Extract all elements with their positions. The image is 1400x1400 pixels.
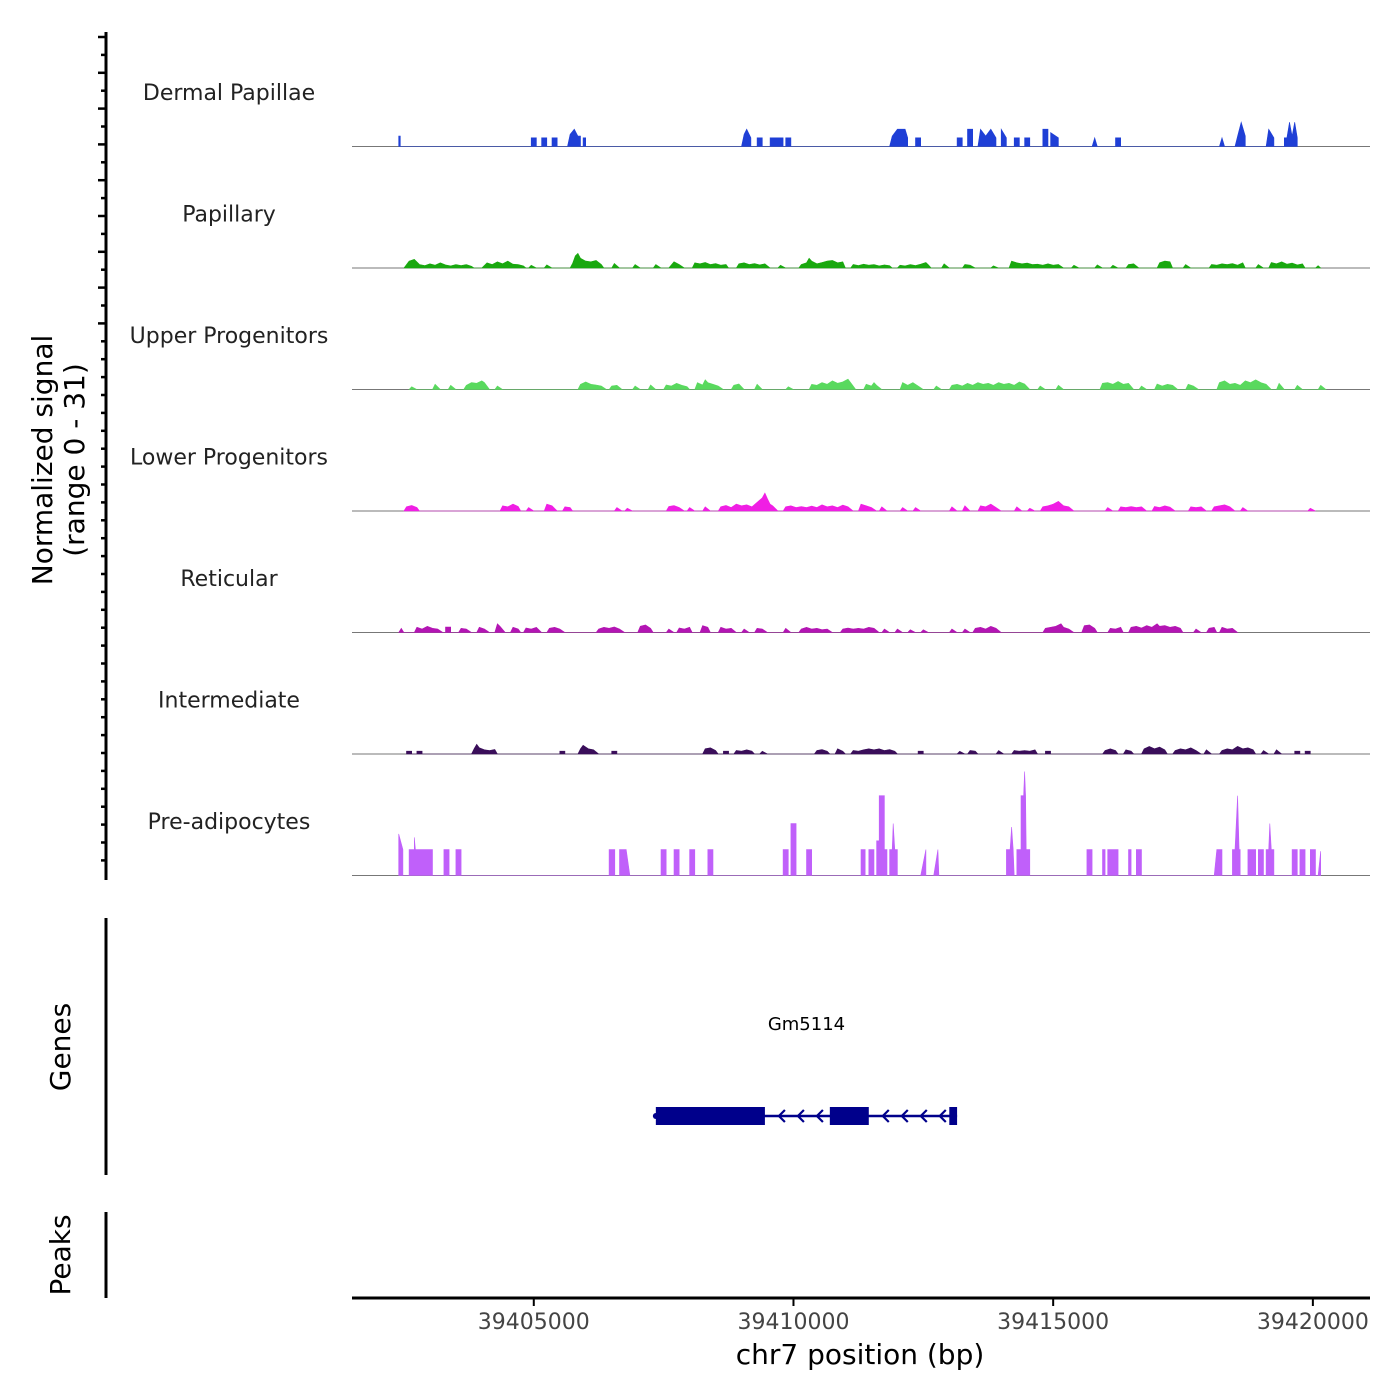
gene-start-cap [652, 1113, 659, 1119]
gene-exon [949, 1107, 958, 1125]
gene-strand-arrow [938, 1109, 947, 1123]
gene-strand-arrow [815, 1109, 824, 1123]
genes-track-title: Genes [44, 1003, 77, 1091]
signal-axis: Normalized signal (range 0 - 31) [26, 32, 108, 880]
track-lower-progenitors: Lower Progenitors [130, 446, 1370, 512]
track-label-lower-progenitors: Lower Progenitors [130, 446, 328, 471]
track-label-intermediate: Intermediate [158, 689, 300, 714]
gene-exon [829, 1107, 869, 1125]
track-intermediate: Intermediate [158, 689, 1370, 755]
coverage-area-lower-progenitors [403, 492, 1316, 512]
coverage-area-pre-adipocytes [398, 771, 1321, 876]
gene-strand-arrow [919, 1109, 928, 1123]
coverage-area-papillary [403, 252, 1322, 269]
y-axis-title: Normalized signal [26, 335, 59, 586]
track-label-papillary: Papillary [182, 203, 276, 228]
track-label-pre-adipocytes: Pre-adipocytes [148, 810, 311, 835]
gene-models: Gm5114 [652, 1014, 958, 1125]
track-dermal-papillae: Dermal Papillae [143, 81, 1370, 147]
track-label-reticular: Reticular [180, 567, 278, 592]
x-tick-label: 39415000 [997, 1310, 1109, 1335]
x-tick-label: 39420000 [1257, 1310, 1369, 1335]
coverage-area-dermal-papillae [398, 121, 1298, 147]
track-upper-progenitors: Upper Progenitors [130, 324, 1370, 390]
track-label-upper-progenitors: Upper Progenitors [130, 324, 329, 349]
x-tick-label: 39410000 [737, 1310, 849, 1335]
track-reticular: Reticular [180, 567, 1370, 633]
x-axis: 39405000 39410000 39415000 39420000 chr7 po… [352, 1296, 1370, 1371]
peaks-track-title: Peaks [44, 1214, 77, 1295]
coverage-area-intermediate [406, 743, 1311, 755]
gene-strand-arrow [900, 1109, 909, 1123]
coverage-tracks: Dermal Papillae Papillary Upper Progenitor… [130, 81, 1370, 876]
gene-strand-arrow [777, 1109, 786, 1123]
gene-exon [655, 1107, 765, 1125]
x-tick-label: 39405000 [478, 1310, 590, 1335]
coverage-area-upper-progenitors [408, 378, 1327, 390]
x-axis-ticks: 39405000 39410000 39415000 39420000 [478, 1298, 1369, 1335]
gene-label: Gm5114 [768, 1014, 845, 1035]
track-pre-adipocytes: Pre-adipocytes [148, 771, 1370, 876]
gene-strand-arrow [881, 1109, 890, 1123]
peaks-track: Peaks [44, 1212, 108, 1298]
signal-axis-ticks [98, 35, 106, 862]
y-axis-range-label: (range 0 - 31) [58, 363, 91, 557]
gene-gm5114: Gm5114 [652, 1014, 958, 1125]
x-axis-title: chr7 position (bp) [736, 1338, 985, 1371]
gene-strand-arrow [796, 1109, 805, 1123]
track-papillary: Papillary [182, 203, 1370, 269]
track-label-dermal-papillae: Dermal Papillae [143, 81, 315, 106]
genes-track: Genes Gm5114 [44, 918, 958, 1175]
coverage-area-reticular [398, 623, 1239, 633]
